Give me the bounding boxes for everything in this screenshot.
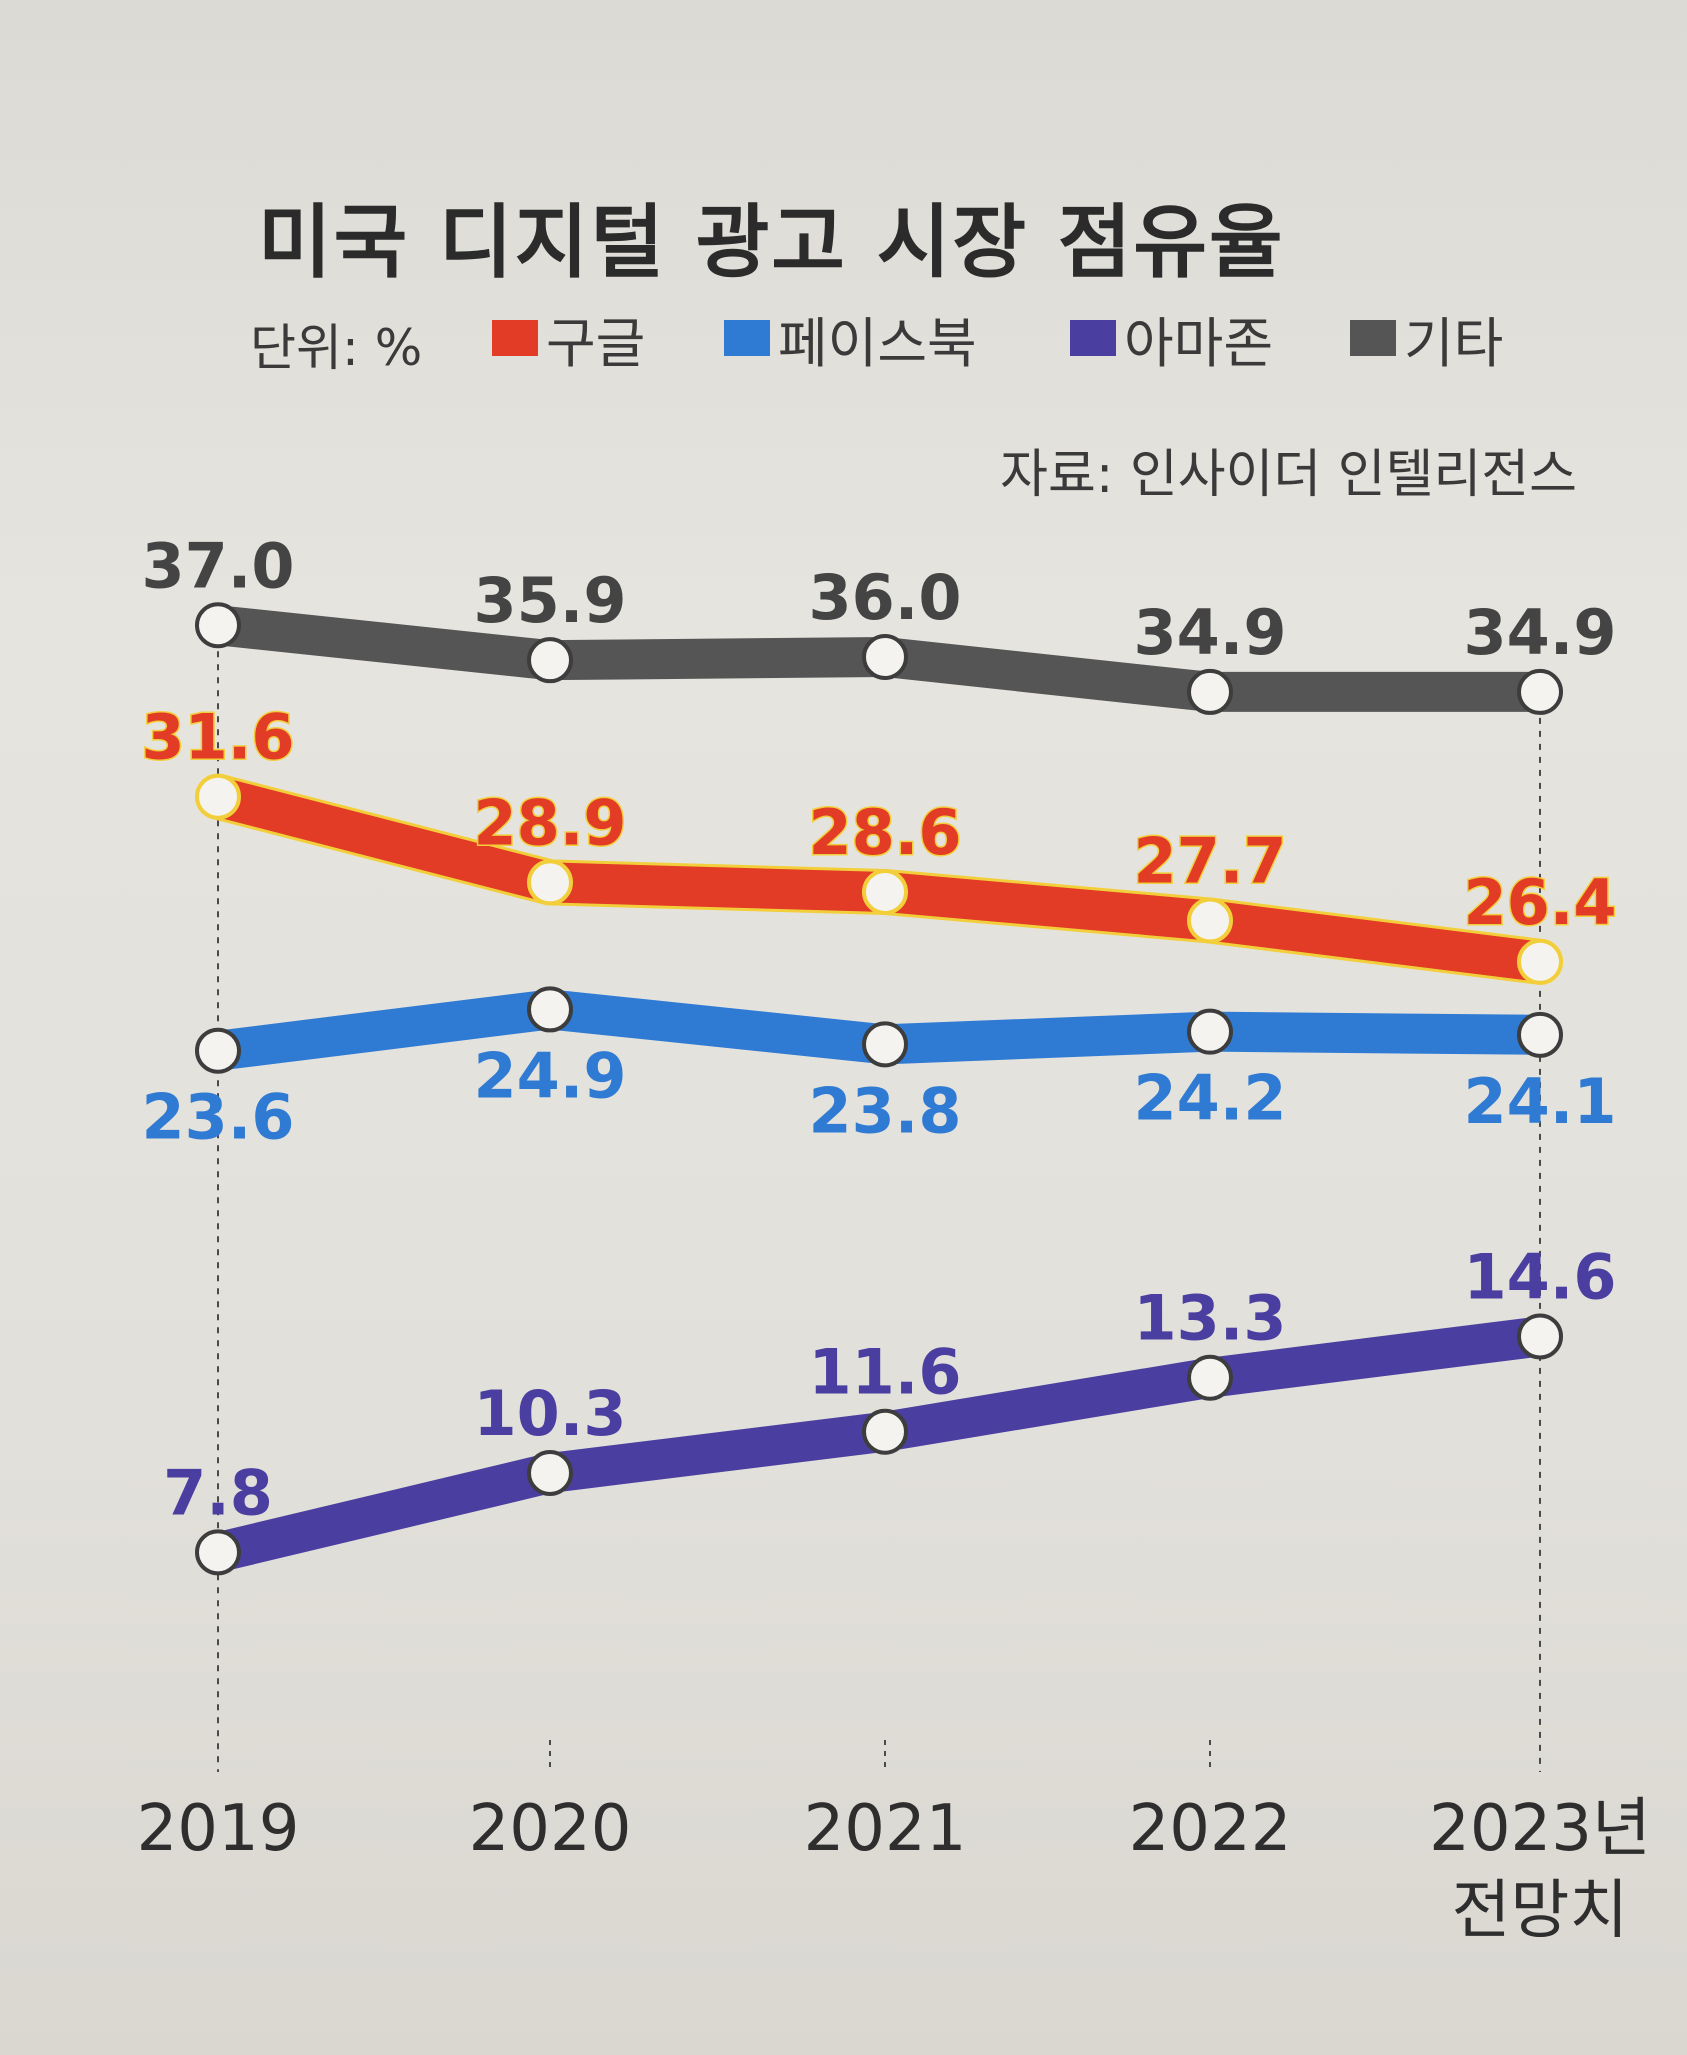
data-label-기타-2020: 35.9	[474, 564, 627, 637]
data-point-페이스북-2019	[195, 1027, 241, 1074]
data-label-페이스북-2022: 24.2	[1134, 1062, 1287, 1135]
unit-label: 단위: %	[250, 319, 423, 377]
data-point-기타-2019	[195, 602, 241, 649]
data-label-구글-2019: 31.6	[142, 701, 295, 774]
data-point-아마존-2023년 전망치	[1517, 1313, 1563, 1360]
data-label-아마존-2021: 11.6	[809, 1336, 962, 1409]
legend-item-facebook: 페이스북	[724, 308, 977, 375]
data-point-구글-2020	[527, 859, 573, 906]
legend-label-amazon: 아마존	[1124, 311, 1274, 375]
legend-item-other: 기타	[1350, 308, 1503, 375]
data-label-페이스북-2020: 24.9	[474, 1039, 627, 1112]
data-point-아마존-2019	[195, 1529, 241, 1576]
data-point-구글-2019	[195, 773, 241, 820]
data-point-구글-2021	[862, 868, 908, 915]
legend-swatch-facebook	[724, 320, 770, 356]
data-point-기타-2020	[527, 637, 573, 684]
data-point-페이스북-2022	[1187, 1008, 1233, 1055]
data-point-페이스북-2020	[527, 986, 573, 1033]
data-label-아마존-2019: 7.8	[163, 1456, 273, 1529]
legend-label-facebook: 페이스북	[778, 311, 977, 375]
data-point-기타-2023년 전망치	[1517, 668, 1563, 715]
legend-item-google: 구글	[492, 308, 645, 375]
data-point-페이스북-2021	[862, 1021, 908, 1068]
x-tick-label-2023년 전망치-line2: 전망치	[1452, 1874, 1629, 1948]
data-label-페이스북-2023년 전망치: 24.1	[1464, 1065, 1617, 1138]
chart-title: 미국 디지털 광고 시장 점유율	[258, 196, 1285, 289]
data-point-아마존-2022	[1187, 1354, 1233, 1401]
legend-label-other: 기타	[1404, 311, 1504, 375]
source-note: 자료: 인사이더 인텔리전스	[1000, 445, 1577, 505]
data-point-페이스북-2023년 전망치	[1517, 1011, 1563, 1058]
data-label-기타-2021: 36.0	[809, 561, 962, 634]
data-point-구글-2022	[1187, 897, 1233, 944]
x-tick-label-2021: 2021	[804, 1792, 967, 1866]
data-label-구글-2022: 27.7	[1134, 825, 1287, 898]
data-label-아마존-2022: 13.3	[1134, 1282, 1287, 1355]
x-tick-label-2022: 2022	[1129, 1792, 1292, 1866]
data-label-아마존-2023년 전망치: 14.6	[1464, 1240, 1617, 1313]
legend-swatch-google	[492, 320, 538, 356]
data-point-아마존-2020	[527, 1449, 573, 1496]
data-label-구글-2021: 28.6	[809, 796, 962, 869]
data-point-기타-2022	[1187, 668, 1233, 715]
legend-item-amazon: 아마존	[1070, 308, 1273, 375]
data-label-페이스북-2019: 23.6	[142, 1081, 295, 1154]
data-label-기타-2023년 전망치: 34.9	[1464, 596, 1617, 669]
legend-label-google: 구글	[546, 311, 646, 375]
x-tick-label-2020: 2020	[469, 1792, 632, 1866]
legend-swatch-other	[1350, 320, 1396, 356]
data-label-기타-2022: 34.9	[1134, 596, 1287, 669]
data-label-페이스북-2021: 23.8	[809, 1074, 962, 1147]
data-label-구글-2020: 28.9	[474, 786, 627, 859]
x-tick-label-2019: 2019	[137, 1792, 300, 1866]
data-point-아마존-2021	[862, 1408, 908, 1455]
legend-swatch-amazon	[1070, 320, 1116, 356]
data-label-구글-2023년 전망치: 26.4	[1464, 866, 1617, 939]
data-label-아마존-2020: 10.3	[474, 1377, 627, 1450]
data-point-기타-2021	[862, 634, 908, 680]
data-point-구글-2023년 전망치	[1517, 938, 1563, 985]
data-label-기타-2019: 37.0	[142, 529, 295, 602]
x-tick-label-2023년 전망치: 2023년	[1429, 1792, 1651, 1866]
